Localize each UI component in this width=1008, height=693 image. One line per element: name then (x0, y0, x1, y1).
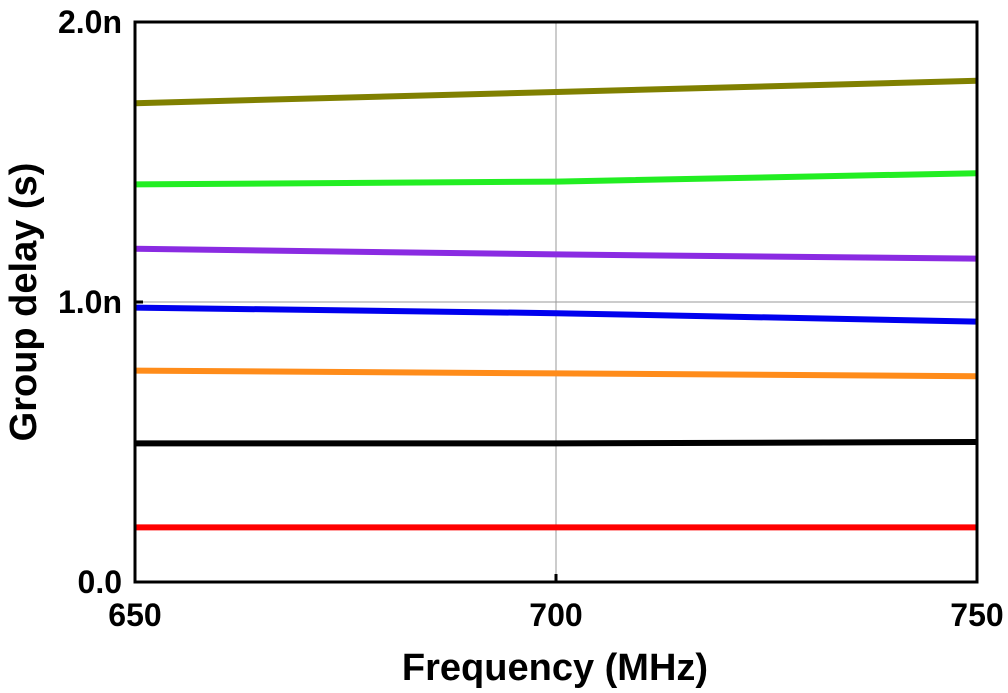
y-tick-label-0: 0.0 (78, 564, 122, 600)
x-tick-label-2: 750 (950, 597, 1003, 633)
series-line-5 (135, 439, 978, 447)
x-tick-label-1: 700 (529, 597, 582, 633)
grid-layer (135, 22, 977, 582)
x-axis-title: Frequency (MHz) (402, 647, 708, 689)
series-line-0 (134, 77, 978, 107)
y-tick-label-2: 2.0n (58, 4, 122, 40)
series-layer (134, 77, 978, 531)
series-line-3 (134, 304, 978, 325)
y-axis-title: Group delay (s) (3, 163, 45, 442)
series-line-4 (134, 367, 978, 380)
y-tick-label-1: 1.0n (58, 284, 122, 320)
x-tick-label-0: 650 (108, 597, 161, 633)
series-line-1 (134, 170, 978, 188)
series-line-2 (134, 245, 978, 262)
tick-layer: 650 700 750 0.0 1.0n 2.0n (58, 4, 1004, 633)
